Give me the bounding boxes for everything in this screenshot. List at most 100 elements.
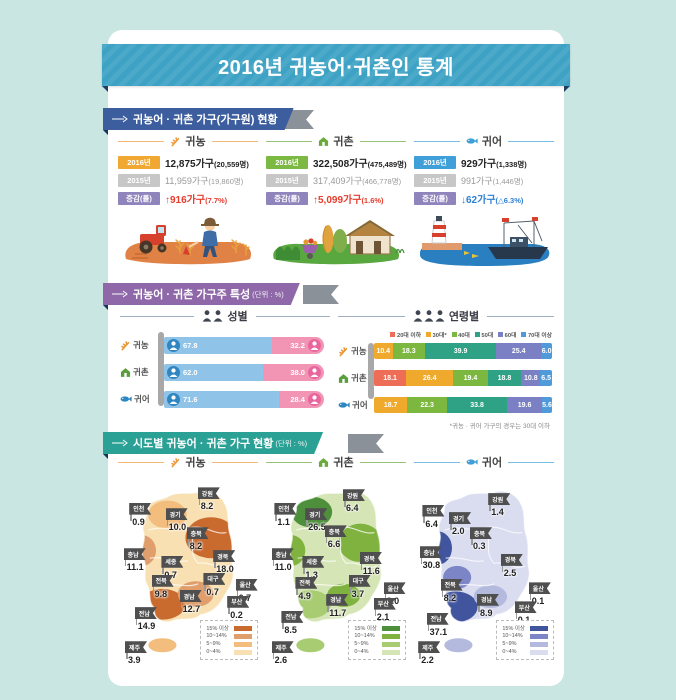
house-icon <box>319 136 329 146</box>
stat-column-header: 귀어 <box>414 133 554 149</box>
age-chart-block: 연령별 20대 이하 30대* 40대 50대 60대 70대 이상 귀농 10.4 18.3… <box>338 308 554 430</box>
gender-title: 성별 <box>227 311 248 323</box>
region-flag-제주: 제주 3.9 <box>125 641 148 665</box>
region-flag-충북: 충북 8.2 <box>186 527 209 551</box>
region-flag-강원: 강원 6.4 <box>343 489 366 513</box>
change-badge: 증감(률) <box>266 191 308 205</box>
stat-column-귀농: 귀농 2016년 12,875가구(20,559명) 2015년 11,959가구(19… <box>118 133 258 269</box>
map-column-귀농: 귀농 강원8.2인천0.9경기10.0충북8.2충남11.1세종0.7경북18.… <box>118 454 258 666</box>
female-segment: 28.4 <box>278 390 324 408</box>
age-row-label: 귀어 <box>338 399 368 411</box>
stat-column-header: 귀농 <box>118 133 258 149</box>
section3-unit: (단위 : %) <box>275 438 308 448</box>
map-legend-row: 0~4% <box>502 648 548 656</box>
region-flag-충남: 충남 11.0 <box>271 548 294 572</box>
year-badge: 2016년 <box>118 155 160 169</box>
age-segment: 18.7 <box>374 397 408 413</box>
age-segment: 19.4 <box>453 370 488 386</box>
gender-chart-block: 성별 귀농 67.8 32.2 귀촌 62.0 38.0 귀어 71.6 28.4 <box>120 308 330 417</box>
region-flag-강원: 강원 1.4 <box>488 493 511 517</box>
stat-row-change: 증감(률) ↑5,099가구(1.6%) <box>266 191 406 206</box>
value-2016: 322,508가구(475,489명) <box>313 158 407 170</box>
person-icon <box>413 310 423 322</box>
section1-title: 귀농어 · 귀촌 가구(가구원) 현황 <box>133 114 278 126</box>
age-segment: 5.6 <box>542 397 552 413</box>
male-segment: 71.6 <box>164 390 279 408</box>
age-legend-item: 60대 <box>498 330 516 339</box>
gender-row-귀촌: 귀촌 62.0 38.0 <box>120 363 330 381</box>
age-segment: 18.1 <box>374 370 407 386</box>
people-icon <box>202 310 223 322</box>
year-badge: 2015년 <box>414 173 456 187</box>
divider <box>414 461 460 463</box>
region-flag-전남: 전남 8.5 <box>281 610 304 635</box>
change-badge: 증감(률) <box>414 191 456 205</box>
stat-row-change: 증감(률) ↓62가구(△6.3%) <box>414 191 554 206</box>
year-badge: 2016년 <box>266 155 308 169</box>
age-legend-item: 40대 <box>451 330 470 339</box>
age-row-귀농: 귀농 10.4 18.3 39.9 25.4 6.0 <box>339 343 554 359</box>
wheat-icon <box>339 346 348 356</box>
map-column-label: 귀농 <box>185 457 206 469</box>
change-badge: 증감(률) <box>118 191 160 205</box>
region-flag-경북: 경북 11.6 <box>359 552 382 576</box>
person-icon <box>307 338 321 352</box>
divider <box>120 315 195 317</box>
section2-unit: (단위 : %) <box>252 289 284 299</box>
stat-row-2016: 2016년 322,508가구(475,489명) <box>266 155 407 170</box>
house-icon <box>318 457 329 468</box>
region-flag-대구: 대구 3.7 <box>348 574 371 599</box>
map-column-label: 귀어 <box>481 457 503 469</box>
age-segment: 22.3 <box>407 397 447 413</box>
value-2015: 11,959가구(19,860명) <box>165 175 244 186</box>
divider <box>118 140 165 142</box>
gender-subheader: 성별 <box>120 308 330 324</box>
age-segment: 18.3 <box>392 343 426 359</box>
fish-icon <box>338 402 350 408</box>
people-group-icon <box>413 310 445 322</box>
map-area: 강원 1.4 인천 6.4 경기 2.0 충북 0.3 충남 30.8 경북 2.5 전북 8.2 울산 0.… <box>414 476 554 666</box>
region-flag-경남: 경남 8.9 <box>477 593 500 618</box>
section3-header: 시도별 귀농어 · 귀촌 가구 현황 (단위 : %) <box>103 432 323 454</box>
male-segment: 62.0 <box>164 363 264 381</box>
age-title: 연령별 <box>448 311 480 323</box>
region-flag-전북: 전북 9.8 <box>151 574 174 599</box>
house-icon <box>318 136 329 147</box>
female-segment: 32.2 <box>272 336 324 354</box>
title-banner: 2016년 귀농어·귀촌인 통계 <box>102 44 570 92</box>
fish-icon <box>466 459 478 465</box>
change-value: ↑916가구(7.7%) <box>165 194 228 206</box>
map-column-귀촌: 귀촌 강원 6.4 인천 1.1 경기 26.5 충북 6.6 충남 11.0 세종 1.3 경북 11.… <box>266 454 406 666</box>
section2-header: 귀농어 · 귀촌 가구주 특성 (단위 : %) <box>103 283 300 305</box>
ribbon-tail <box>348 434 384 453</box>
region-flag-경북: 경북 18.0 <box>213 550 236 574</box>
age-segment: 6.0 <box>541 343 552 359</box>
age-segment: 39.9 <box>425 343 497 359</box>
wheat-icon <box>170 136 181 147</box>
farm-illustration <box>125 217 252 265</box>
male-segment: 67.8 <box>164 336 273 354</box>
map-legend-row: 15% 이상 <box>354 624 400 632</box>
house-icon <box>338 373 349 383</box>
gender-bars: 귀농 67.8 32.2 귀촌 62.0 38.0 귀어 71.6 28.4 <box>120 332 330 408</box>
section1-header: 귀농어 · 귀촌 가구(가구원) 현황 <box>103 108 294 130</box>
stat-column-header: 귀촌 <box>266 133 406 149</box>
region-flag-대구: 대구 0.7 <box>203 572 226 597</box>
map-legend: 15% 이상 10~14% 5~9% 0~4% <box>496 620 554 660</box>
gender-row-label: 귀어 <box>120 393 156 405</box>
illustration-farm <box>118 211 258 269</box>
household-stats-columns: 귀농 2016년 12,875가구(20,559명) 2015년 11,959가구(19… <box>118 133 554 269</box>
gender-row-귀어: 귀어 71.6 28.4 <box>120 390 330 408</box>
village-illustration <box>273 220 405 265</box>
map-area: 강원 6.4 인천 1.1 경기 26.5 충북 6.6 충남 11.0 세종 1.3 경북 11.6 대구… <box>266 476 406 666</box>
house-icon <box>319 457 329 467</box>
age-segment: 33.8 <box>446 397 508 413</box>
age-row-label: 귀촌 <box>338 372 368 384</box>
stat-column-label: 귀촌 <box>333 136 354 148</box>
divider <box>487 315 554 317</box>
stat-row-2015: 2015년 991가구(1,446명) <box>414 173 554 187</box>
region-flag-경기: 경기 10.0 <box>165 508 188 532</box>
region-flag-세종: 세종 1.3 <box>302 555 325 580</box>
year-badge: 2015년 <box>266 173 308 187</box>
map-legend-row: 5~9% <box>354 640 400 648</box>
